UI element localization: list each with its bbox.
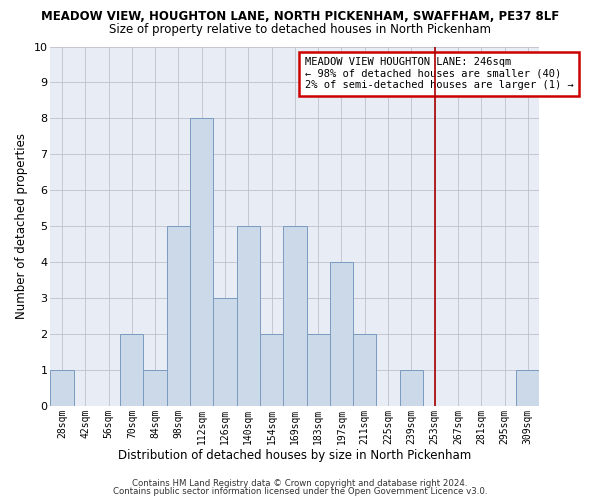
Bar bbox=[50, 370, 74, 406]
Text: Size of property relative to detached houses in North Pickenham: Size of property relative to detached ho… bbox=[109, 22, 491, 36]
Text: MEADOW VIEW, HOUGHTON LANE, NORTH PICKENHAM, SWAFFHAM, PE37 8LF: MEADOW VIEW, HOUGHTON LANE, NORTH PICKEN… bbox=[41, 10, 559, 23]
Bar bbox=[283, 226, 307, 406]
Text: Contains public sector information licensed under the Open Government Licence v3: Contains public sector information licen… bbox=[113, 487, 487, 496]
Bar bbox=[330, 262, 353, 406]
Bar bbox=[120, 334, 143, 406]
Text: Contains HM Land Registry data © Crown copyright and database right 2024.: Contains HM Land Registry data © Crown c… bbox=[132, 478, 468, 488]
Bar bbox=[236, 226, 260, 406]
Bar bbox=[190, 118, 214, 406]
Bar bbox=[516, 370, 539, 406]
Bar bbox=[260, 334, 283, 406]
Bar bbox=[143, 370, 167, 406]
Bar bbox=[214, 298, 236, 406]
Bar bbox=[167, 226, 190, 406]
Bar bbox=[353, 334, 376, 406]
Bar bbox=[400, 370, 423, 406]
Bar bbox=[307, 334, 330, 406]
Y-axis label: Number of detached properties: Number of detached properties bbox=[15, 133, 28, 319]
X-axis label: Distribution of detached houses by size in North Pickenham: Distribution of detached houses by size … bbox=[118, 450, 472, 462]
Text: MEADOW VIEW HOUGHTON LANE: 246sqm
← 98% of detached houses are smaller (40)
2% o: MEADOW VIEW HOUGHTON LANE: 246sqm ← 98% … bbox=[305, 58, 574, 90]
